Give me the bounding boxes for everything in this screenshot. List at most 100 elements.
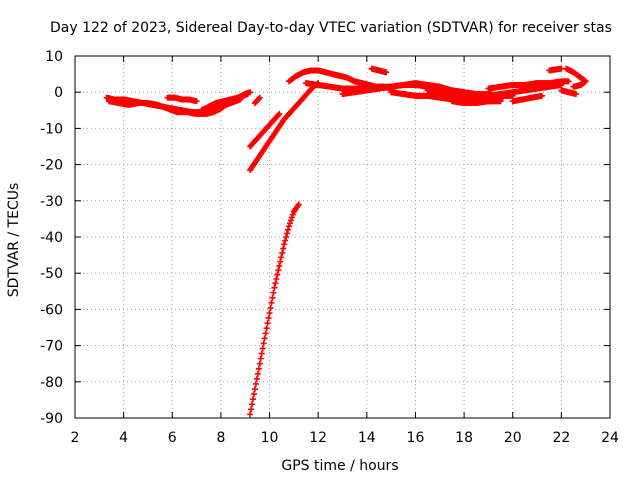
data-point bbox=[250, 391, 257, 398]
data-point bbox=[277, 258, 284, 265]
data-point bbox=[261, 335, 268, 342]
data-point bbox=[247, 411, 254, 418]
chart-title: Day 122 of 2023, Sidereal Day-to-day VTE… bbox=[50, 20, 612, 36]
data-point bbox=[383, 69, 390, 76]
data-point bbox=[282, 237, 289, 244]
data-point bbox=[275, 267, 282, 274]
data-point bbox=[266, 310, 273, 317]
y-tick-label: -30 bbox=[40, 194, 63, 210]
data-point bbox=[258, 350, 265, 357]
series-track-06 bbox=[247, 80, 322, 174]
series-track-17 bbox=[509, 92, 545, 105]
data-point bbox=[255, 95, 262, 102]
y-tick-label: -80 bbox=[40, 375, 63, 391]
data-point bbox=[279, 249, 286, 256]
data-point bbox=[256, 94, 263, 101]
y-tick-label: -20 bbox=[40, 158, 63, 174]
series-track-02 bbox=[103, 94, 244, 116]
data-point bbox=[254, 370, 261, 377]
series-track-19 bbox=[563, 65, 589, 90]
data-point bbox=[572, 91, 579, 98]
data-point bbox=[256, 360, 263, 367]
data-point bbox=[265, 315, 272, 322]
data-point bbox=[263, 325, 270, 332]
data-point bbox=[264, 320, 271, 327]
data-point bbox=[252, 380, 259, 387]
y-tick-label: -90 bbox=[40, 411, 63, 427]
data-point bbox=[257, 355, 264, 362]
data-point bbox=[249, 401, 256, 408]
data-point bbox=[259, 345, 266, 352]
data-point bbox=[283, 234, 290, 240]
x-tick-label: 8 bbox=[216, 430, 225, 446]
data-point bbox=[255, 365, 262, 372]
grid bbox=[75, 56, 610, 418]
data-point bbox=[287, 217, 294, 224]
series-track-15 bbox=[448, 98, 504, 107]
x-tick-label: 18 bbox=[455, 430, 473, 446]
x-tick-label: 16 bbox=[407, 430, 425, 446]
y-tick-label: 10 bbox=[45, 49, 63, 65]
data-point bbox=[286, 223, 292, 230]
data-point bbox=[278, 254, 285, 261]
data-point bbox=[253, 375, 260, 382]
y-axis-label: SDTVAR / TECUs bbox=[6, 183, 22, 298]
data-point bbox=[295, 201, 302, 208]
data-point bbox=[193, 98, 200, 105]
y-tick-label: -60 bbox=[40, 302, 63, 318]
data-point bbox=[267, 304, 274, 311]
data-point bbox=[251, 386, 258, 393]
data-point bbox=[262, 330, 269, 337]
data-point bbox=[497, 98, 504, 105]
data-point bbox=[288, 214, 295, 221]
data-point bbox=[248, 406, 255, 413]
y-tick-label: -70 bbox=[40, 339, 63, 355]
series-track-07 bbox=[247, 110, 283, 150]
data-point bbox=[276, 262, 283, 269]
x-tick-label: 4 bbox=[119, 430, 128, 446]
data-point bbox=[250, 396, 257, 403]
data-point bbox=[280, 245, 287, 252]
x-tick-label: 20 bbox=[504, 430, 522, 446]
data-point bbox=[269, 294, 276, 301]
x-tick-label: 2 bbox=[71, 430, 80, 446]
data-point bbox=[281, 241, 288, 248]
series-track-08 bbox=[247, 201, 302, 418]
series-track-03 bbox=[164, 94, 200, 105]
data-point bbox=[276, 110, 283, 117]
x-tick-label: 24 bbox=[601, 430, 619, 446]
series-track-12 bbox=[368, 65, 390, 76]
data-point bbox=[284, 230, 291, 237]
y-tick-label: -10 bbox=[40, 121, 63, 137]
y-tick-label: 0 bbox=[54, 85, 63, 101]
x-tick-label: 10 bbox=[261, 430, 279, 446]
data-point bbox=[272, 280, 279, 287]
data-point bbox=[275, 112, 282, 119]
series-track-18 bbox=[546, 65, 565, 74]
y-tick-label: -40 bbox=[40, 230, 63, 246]
data-point bbox=[270, 289, 277, 296]
x-axis-label: GPS time / hours bbox=[281, 458, 398, 474]
data-point bbox=[247, 89, 254, 96]
data-point bbox=[570, 83, 577, 90]
data-point bbox=[273, 275, 280, 282]
x-tick-label: 14 bbox=[358, 430, 376, 446]
y-tick-label: -50 bbox=[40, 266, 63, 282]
data-points bbox=[103, 65, 589, 418]
data-point bbox=[286, 220, 293, 227]
data-point bbox=[260, 340, 267, 347]
data-point bbox=[268, 299, 275, 306]
series-track-16 bbox=[485, 78, 572, 92]
series-track-04 bbox=[198, 89, 254, 114]
data-point bbox=[565, 78, 572, 85]
series-track-20 bbox=[558, 87, 579, 98]
x-tick-label: 22 bbox=[552, 430, 570, 446]
x-tick-label: 6 bbox=[168, 430, 177, 446]
data-point bbox=[274, 271, 281, 278]
data-point bbox=[538, 92, 545, 99]
data-point bbox=[285, 226, 292, 233]
data-point bbox=[289, 211, 296, 218]
data-point bbox=[271, 284, 278, 291]
series-track-05 bbox=[251, 94, 263, 107]
